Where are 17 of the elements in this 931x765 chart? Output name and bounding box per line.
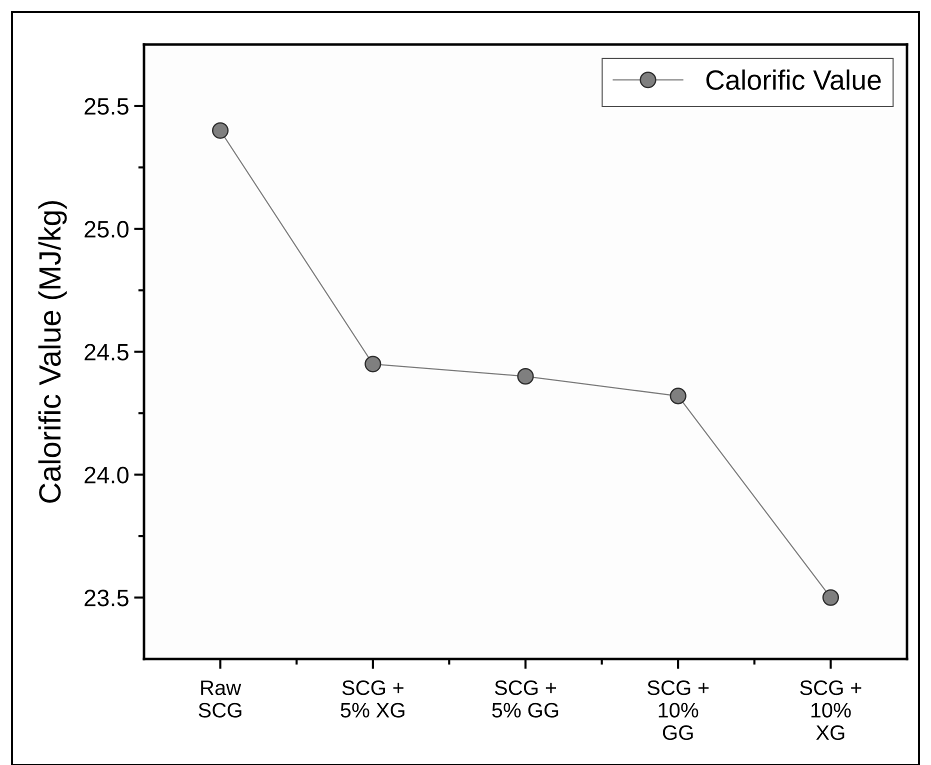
y-tick-label: 24.5 bbox=[84, 344, 128, 361]
y-tick-label: 23.5 bbox=[84, 590, 128, 606]
legend-label: Calorific Value bbox=[706, 70, 881, 90]
x-tick-label: Raw SCG bbox=[198, 680, 242, 718]
point bbox=[822, 589, 840, 606]
point bbox=[670, 388, 686, 404]
x-tick-label: SCG + 5% GG bbox=[492, 680, 558, 718]
y-tick-label: 25.5 bbox=[84, 98, 128, 115]
x-tick-label: SCG + 10% XG bbox=[800, 680, 862, 740]
y-tick-label: 25.0 bbox=[84, 220, 128, 238]
point bbox=[517, 368, 534, 385]
x-tick-label: SCG + 10% GG bbox=[647, 680, 709, 740]
x-tick-label: SCG + 5% XG bbox=[340, 680, 404, 718]
point bbox=[364, 356, 382, 372]
y-tick-label: 24.0 bbox=[84, 466, 128, 484]
y-axis-title: Calorific Value (MJ/kg) bbox=[38, 201, 67, 503]
point bbox=[212, 122, 229, 139]
